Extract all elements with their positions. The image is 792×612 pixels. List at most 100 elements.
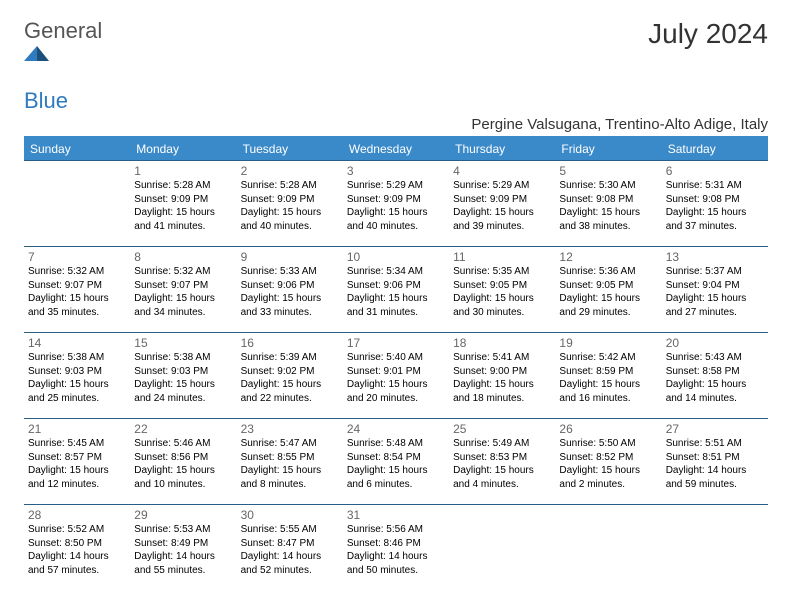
day-detail: Sunrise: 5:35 AMSunset: 9:05 PMDaylight:…	[453, 265, 551, 319]
calendar-day-cell: 13Sunrise: 5:37 AMSunset: 9:04 PMDayligh…	[662, 247, 768, 333]
weekday-col: Tuesday	[237, 138, 343, 161]
calendar-day-cell: 8Sunrise: 5:32 AMSunset: 9:07 PMDaylight…	[130, 247, 236, 333]
day-detail: Sunrise: 5:41 AMSunset: 9:00 PMDaylight:…	[453, 351, 551, 405]
day-detail: Sunrise: 5:49 AMSunset: 8:53 PMDaylight:…	[453, 437, 551, 491]
day-detail: Sunrise: 5:52 AMSunset: 8:50 PMDaylight:…	[28, 523, 126, 577]
calendar-day-cell: 28Sunrise: 5:52 AMSunset: 8:50 PMDayligh…	[24, 505, 130, 591]
brand-text: General Blue	[24, 18, 102, 114]
day-number: 29	[134, 508, 232, 522]
day-detail: Sunrise: 5:48 AMSunset: 8:54 PMDaylight:…	[347, 437, 445, 491]
day-detail: Sunrise: 5:46 AMSunset: 8:56 PMDaylight:…	[134, 437, 232, 491]
day-detail: Sunrise: 5:37 AMSunset: 9:04 PMDaylight:…	[666, 265, 764, 319]
day-number: 3	[347, 164, 445, 178]
day-detail: Sunrise: 5:30 AMSunset: 9:08 PMDaylight:…	[559, 179, 657, 233]
calendar-week-row: 1Sunrise: 5:28 AMSunset: 9:09 PMDaylight…	[24, 161, 768, 247]
calendar-day-cell: 12Sunrise: 5:36 AMSunset: 9:05 PMDayligh…	[555, 247, 661, 333]
calendar-day-cell: 16Sunrise: 5:39 AMSunset: 9:02 PMDayligh…	[237, 333, 343, 419]
calendar-day-cell: 2Sunrise: 5:28 AMSunset: 9:09 PMDaylight…	[237, 161, 343, 247]
day-number: 17	[347, 336, 445, 350]
calendar-day-cell: 3Sunrise: 5:29 AMSunset: 9:09 PMDaylight…	[343, 161, 449, 247]
day-detail: Sunrise: 5:40 AMSunset: 9:01 PMDaylight:…	[347, 351, 445, 405]
day-number: 15	[134, 336, 232, 350]
calendar-day-cell: 9Sunrise: 5:33 AMSunset: 9:06 PMDaylight…	[237, 247, 343, 333]
brand-word-b: Blue	[24, 88, 68, 113]
day-number: 28	[28, 508, 126, 522]
day-detail: Sunrise: 5:51 AMSunset: 8:51 PMDaylight:…	[666, 437, 764, 491]
day-number: 11	[453, 250, 551, 264]
day-number: 25	[453, 422, 551, 436]
day-number: 27	[666, 422, 764, 436]
calendar-day-cell: 26Sunrise: 5:50 AMSunset: 8:52 PMDayligh…	[555, 419, 661, 505]
day-number: 22	[134, 422, 232, 436]
day-number: 7	[28, 250, 126, 264]
day-number: 8	[134, 250, 232, 264]
day-number: 20	[666, 336, 764, 350]
calendar-day-cell	[24, 161, 130, 247]
day-detail: Sunrise: 5:34 AMSunset: 9:06 PMDaylight:…	[347, 265, 445, 319]
day-detail: Sunrise: 5:32 AMSunset: 9:07 PMDaylight:…	[28, 265, 126, 319]
calendar-day-cell: 23Sunrise: 5:47 AMSunset: 8:55 PMDayligh…	[237, 419, 343, 505]
day-detail: Sunrise: 5:42 AMSunset: 8:59 PMDaylight:…	[559, 351, 657, 405]
weekday-col: Friday	[555, 138, 661, 161]
day-detail: Sunrise: 5:39 AMSunset: 9:02 PMDaylight:…	[241, 351, 339, 405]
brand-word-a: General	[24, 18, 102, 43]
page-title: July 2024	[648, 18, 768, 50]
weekday-col: Wednesday	[343, 138, 449, 161]
day-number: 18	[453, 336, 551, 350]
calendar-day-cell: 24Sunrise: 5:48 AMSunset: 8:54 PMDayligh…	[343, 419, 449, 505]
day-detail: Sunrise: 5:28 AMSunset: 9:09 PMDaylight:…	[134, 179, 232, 233]
calendar-day-cell: 11Sunrise: 5:35 AMSunset: 9:05 PMDayligh…	[449, 247, 555, 333]
day-detail: Sunrise: 5:45 AMSunset: 8:57 PMDaylight:…	[28, 437, 126, 491]
calendar-day-cell: 5Sunrise: 5:30 AMSunset: 9:08 PMDaylight…	[555, 161, 661, 247]
day-number: 12	[559, 250, 657, 264]
weekday-header: Sunday Monday Tuesday Wednesday Thursday…	[24, 138, 768, 161]
day-number: 13	[666, 250, 764, 264]
day-number: 19	[559, 336, 657, 350]
day-detail: Sunrise: 5:56 AMSunset: 8:46 PMDaylight:…	[347, 523, 445, 577]
calendar-body: 1Sunrise: 5:28 AMSunset: 9:09 PMDaylight…	[24, 161, 768, 591]
weekday-col: Saturday	[662, 138, 768, 161]
day-detail: Sunrise: 5:50 AMSunset: 8:52 PMDaylight:…	[559, 437, 657, 491]
day-detail: Sunrise: 5:43 AMSunset: 8:58 PMDaylight:…	[666, 351, 764, 405]
calendar-day-cell: 15Sunrise: 5:38 AMSunset: 9:03 PMDayligh…	[130, 333, 236, 419]
day-number: 23	[241, 422, 339, 436]
day-number: 26	[559, 422, 657, 436]
calendar-day-cell: 6Sunrise: 5:31 AMSunset: 9:08 PMDaylight…	[662, 161, 768, 247]
day-number: 16	[241, 336, 339, 350]
calendar-day-cell: 19Sunrise: 5:42 AMSunset: 8:59 PMDayligh…	[555, 333, 661, 419]
day-number: 24	[347, 422, 445, 436]
calendar-day-cell: 1Sunrise: 5:28 AMSunset: 9:09 PMDaylight…	[130, 161, 236, 247]
calendar-day-cell: 17Sunrise: 5:40 AMSunset: 9:01 PMDayligh…	[343, 333, 449, 419]
day-detail: Sunrise: 5:38 AMSunset: 9:03 PMDaylight:…	[28, 351, 126, 405]
calendar-day-cell: 18Sunrise: 5:41 AMSunset: 9:00 PMDayligh…	[449, 333, 555, 419]
calendar-week-row: 7Sunrise: 5:32 AMSunset: 9:07 PMDaylight…	[24, 247, 768, 333]
day-detail: Sunrise: 5:55 AMSunset: 8:47 PMDaylight:…	[241, 523, 339, 577]
day-detail: Sunrise: 5:29 AMSunset: 9:09 PMDaylight:…	[347, 179, 445, 233]
weekday-col: Thursday	[449, 138, 555, 161]
calendar-day-cell: 10Sunrise: 5:34 AMSunset: 9:06 PMDayligh…	[343, 247, 449, 333]
calendar-table: Sunday Monday Tuesday Wednesday Thursday…	[24, 138, 768, 591]
calendar-day-cell: 30Sunrise: 5:55 AMSunset: 8:47 PMDayligh…	[237, 505, 343, 591]
calendar-page: General Blue July 2024 Pergine Valsugana…	[0, 0, 792, 591]
day-number: 4	[453, 164, 551, 178]
calendar-day-cell: 22Sunrise: 5:46 AMSunset: 8:56 PMDayligh…	[130, 419, 236, 505]
calendar-day-cell: 31Sunrise: 5:56 AMSunset: 8:46 PMDayligh…	[343, 505, 449, 591]
day-number: 10	[347, 250, 445, 264]
header-row: General Blue July 2024	[24, 18, 768, 114]
calendar-day-cell: 29Sunrise: 5:53 AMSunset: 8:49 PMDayligh…	[130, 505, 236, 591]
day-number: 30	[241, 508, 339, 522]
day-detail: Sunrise: 5:53 AMSunset: 8:49 PMDaylight:…	[134, 523, 232, 577]
calendar-week-row: 14Sunrise: 5:38 AMSunset: 9:03 PMDayligh…	[24, 333, 768, 419]
location-text: Pergine Valsugana, Trentino-Alto Adige, …	[24, 116, 768, 138]
calendar-day-cell: 7Sunrise: 5:32 AMSunset: 9:07 PMDaylight…	[24, 247, 130, 333]
calendar-day-cell	[662, 505, 768, 591]
day-detail: Sunrise: 5:36 AMSunset: 9:05 PMDaylight:…	[559, 265, 657, 319]
day-number: 31	[347, 508, 445, 522]
brand-logo: General Blue	[24, 18, 102, 114]
calendar-day-cell: 20Sunrise: 5:43 AMSunset: 8:58 PMDayligh…	[662, 333, 768, 419]
calendar-day-cell: 25Sunrise: 5:49 AMSunset: 8:53 PMDayligh…	[449, 419, 555, 505]
calendar-week-row: 28Sunrise: 5:52 AMSunset: 8:50 PMDayligh…	[24, 505, 768, 591]
calendar-day-cell: 21Sunrise: 5:45 AMSunset: 8:57 PMDayligh…	[24, 419, 130, 505]
weekday-col: Monday	[130, 138, 236, 161]
day-number: 1	[134, 164, 232, 178]
